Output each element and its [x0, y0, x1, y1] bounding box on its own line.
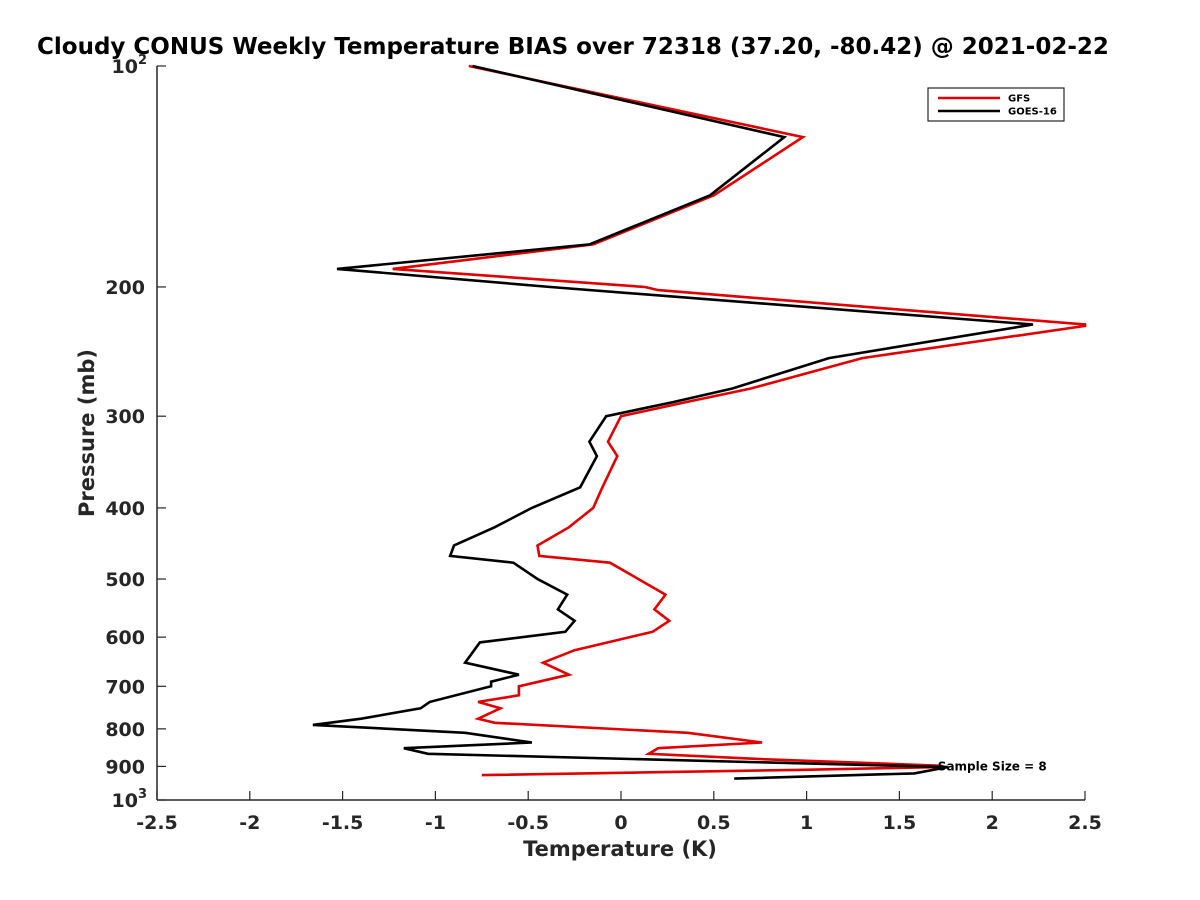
y-tick-label: 800: [105, 719, 145, 741]
series-line-gfs: [392, 64, 1087, 777]
legend-label: GFS: [1008, 94, 1030, 105]
x-tick-label: -0.5: [507, 812, 549, 834]
x-tick-label: 0.5: [697, 812, 731, 834]
sample-size-annotation: Sample Size = 8: [938, 759, 1047, 773]
x-tick-label: -2: [239, 812, 260, 834]
legend: GFS GOES-16: [927, 87, 1065, 122]
x-tick-label: 0: [614, 812, 627, 834]
series-line-goes-16: [312, 64, 1034, 780]
x-tick-label: 2: [986, 812, 999, 834]
y-tick-label: 400: [105, 498, 145, 520]
x-axis-ticks: -2.5 -2 -1.5 -1 -0.5 0 0.5 1 1.5 2 2.5: [136, 791, 1102, 834]
y-tick-label: 300: [105, 406, 145, 428]
legend-label: GOES-16: [1008, 107, 1057, 118]
x-tick-label: 2.5: [1068, 812, 1102, 834]
x-tick-label: -1: [425, 812, 446, 834]
chart-title: Cloudy CONUS Weekly Temperature BIAS ove…: [37, 34, 1109, 60]
legend-box: [927, 87, 1065, 122]
series-layer: [312, 64, 1087, 780]
x-tick-label: -2.5: [136, 812, 178, 834]
x-tick-label: 1: [800, 812, 813, 834]
y-tick-label: 700: [105, 676, 145, 698]
y-axis-ticks: 102 200 300 400 500 600 700 800 900 103: [105, 53, 166, 812]
y-tick-label: 900: [105, 756, 145, 778]
x-tick-label: -1.5: [322, 812, 364, 834]
y-tick-label: 500: [105, 569, 145, 591]
y-tick-label: 200: [105, 277, 145, 299]
y-axis-label: Pressure (mb): [75, 349, 99, 517]
x-axis-label: Temperature (K): [523, 837, 717, 861]
y-tick-label: 103: [112, 787, 148, 812]
y-tick-label: 600: [105, 627, 145, 649]
y-tick-label: 102: [112, 53, 148, 78]
x-tick-label: 1.5: [883, 812, 917, 834]
